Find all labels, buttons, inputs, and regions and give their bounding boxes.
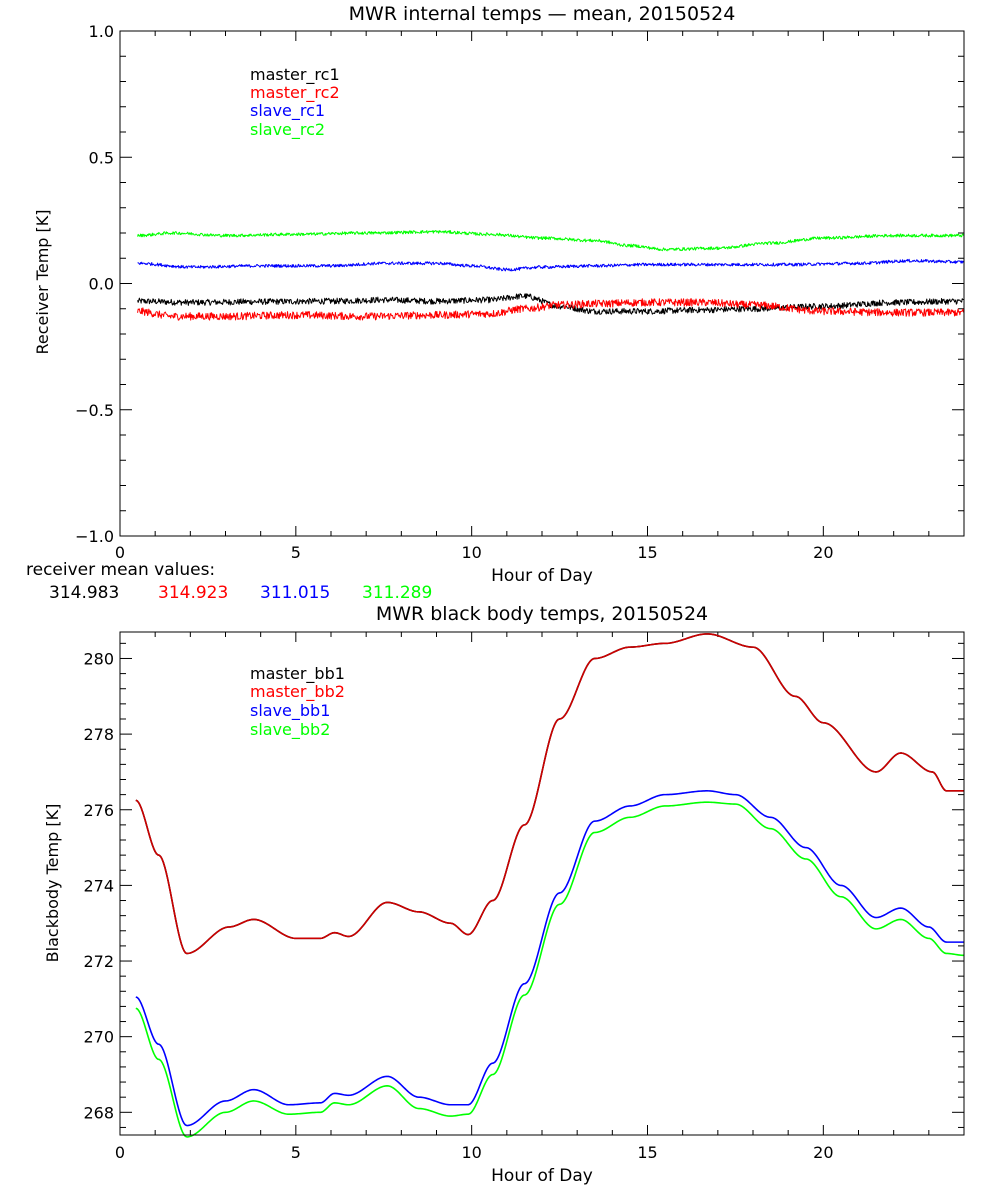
y-tick-label: −0.5	[75, 401, 114, 420]
legend-master-bb2: master_bb2	[250, 682, 345, 702]
bottom-plot-frame	[119, 631, 965, 1136]
top-plot-frame	[119, 30, 965, 537]
legend-master-bb1: master_bb1	[250, 664, 345, 684]
y-tick-label: 274	[83, 876, 114, 895]
legend-master-rc1: master_rc1	[250, 65, 340, 85]
y-tick-label: 0.0	[89, 275, 114, 294]
x-tick-label: 5	[291, 1143, 301, 1162]
receiver-temps-panel: MWR internal temps — mean, 20150524 Rece…	[33, 3, 965, 586]
mean-value-slave-rc1: 311.015	[260, 583, 330, 603]
bottom-y-axis-label: Blackbody Temp [K]	[43, 804, 62, 963]
legend-slave-rc2: slave_rc2	[250, 120, 325, 140]
top-series-group	[137, 229, 965, 321]
series-line-master-rc1	[137, 293, 965, 315]
series-line-slave-rc1	[137, 258, 965, 272]
top-chart-title: MWR internal temps — mean, 20150524	[349, 3, 736, 25]
series-line-slave-bb1	[135, 790, 964, 1127]
x-tick-label: 0	[115, 543, 125, 562]
x-tick-label: 5	[291, 543, 301, 562]
top-legend: master_rc1 master_rc2 slave_rc1 slave_rc…	[250, 65, 340, 140]
y-tick-label: 272	[83, 952, 114, 971]
y-tick-label: −1.0	[75, 527, 114, 546]
mean-values-label: receiver mean values:	[26, 560, 215, 580]
y-tick-label: 276	[83, 801, 114, 820]
x-tick-label: 20	[813, 1143, 833, 1162]
x-tick-label: 20	[813, 543, 833, 562]
top-x-axis-label: Hour of Day	[491, 566, 593, 586]
bottom-series-group	[135, 633, 965, 1138]
y-tick-label: 270	[83, 1028, 114, 1047]
blackbody-temps-panel: MWR black body temps, 20150524 Blackbody…	[43, 603, 965, 1186]
bottom-legend: master_bb1 master_bb2 slave_bb1 slave_bb…	[250, 664, 345, 740]
x-tick-label: 15	[637, 543, 657, 562]
bottom-chart-title: MWR black body temps, 20150524	[376, 603, 708, 625]
series-line-master-rc2	[137, 298, 965, 321]
legend-master-rc2: master_rc2	[250, 83, 340, 103]
series-line-slave-bb2	[135, 801, 965, 1138]
y-tick-label: 1.0	[89, 22, 114, 41]
mean-value-slave-rc2: 311.289	[362, 583, 432, 603]
x-tick-label: 0	[115, 1143, 125, 1162]
mean-value-master-rc2: 314.923	[158, 583, 228, 603]
y-tick-label: 0.5	[89, 148, 114, 167]
x-tick-label: 10	[461, 1143, 481, 1162]
series-line-master-bb2	[135, 633, 964, 955]
bottom-x-axis-label: Hour of Day	[491, 1166, 593, 1186]
series-line-slave-rc2	[137, 229, 965, 252]
y-tick-label: 268	[83, 1103, 114, 1122]
legend-slave-bb2: slave_bb2	[250, 720, 330, 740]
receiver-mean-values: receiver mean values: 314.983 314.923 31…	[26, 560, 432, 603]
x-tick-label: 15	[637, 1143, 657, 1162]
y-tick-label: 278	[83, 725, 114, 744]
legend-slave-rc1: slave_rc1	[250, 101, 325, 121]
mean-value-master-rc1: 314.983	[49, 583, 119, 603]
legend-slave-bb1: slave_bb1	[250, 701, 330, 721]
y-tick-label: 280	[83, 649, 114, 668]
x-tick-label: 10	[461, 543, 481, 562]
top-y-axis-label: Receiver Temp [K]	[33, 209, 52, 354]
